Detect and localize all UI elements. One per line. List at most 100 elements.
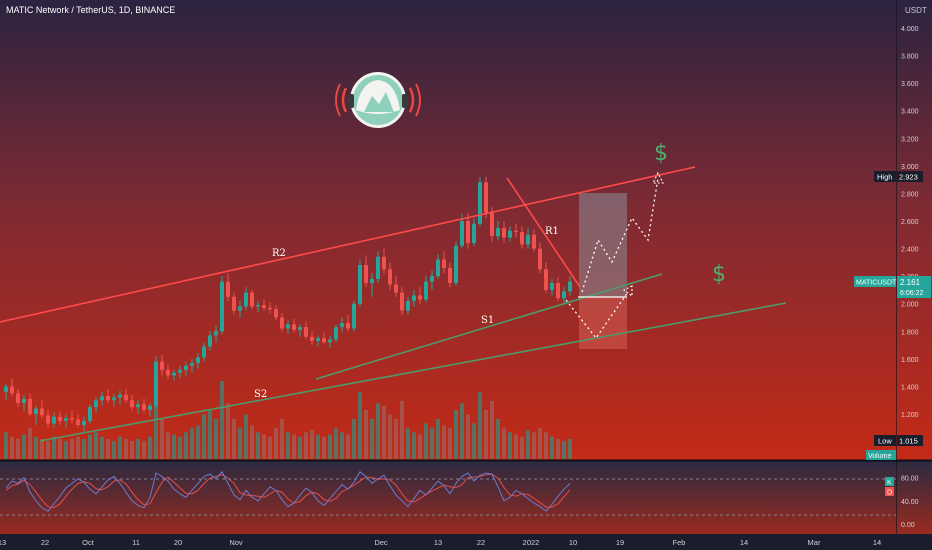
candle-body (334, 327, 338, 340)
r1-label: R1 (545, 226, 559, 237)
volume-bar (448, 427, 452, 459)
volume-bar (160, 418, 164, 459)
oscillator-axis[interactable]: 80.00 40.00 0.00 (901, 476, 919, 529)
volume-bar (358, 392, 362, 459)
dollar-sign-upper: $ (654, 141, 668, 166)
candle-body (418, 295, 422, 300)
d-tag-label: D (887, 490, 892, 497)
price-tick-label: 3.000 (901, 164, 919, 171)
candle-body (100, 396, 104, 401)
candle-body (340, 323, 344, 328)
volume-bar (538, 427, 542, 459)
candle-body (280, 317, 284, 329)
price-tick-label: 1.800 (901, 329, 919, 336)
volume-bar (376, 403, 380, 459)
price-tick-label: 4.000 (901, 26, 919, 33)
volume-bar (16, 438, 20, 459)
price-tick-label: 2.600 (901, 219, 919, 226)
candle-body (58, 416, 62, 421)
candle-body (472, 223, 476, 244)
oscillator-pane-background (0, 461, 932, 534)
candle-body (370, 278, 374, 284)
volume-bar (238, 427, 242, 459)
candle-body (160, 361, 164, 370)
candle-body (202, 346, 206, 358)
volume-bar (496, 418, 500, 459)
candle-body (328, 339, 332, 343)
volume-bar (400, 401, 404, 459)
s2-support-line (39, 302, 787, 442)
volume-bar (316, 434, 320, 459)
time-tick-label: 2022 (523, 538, 540, 547)
volume-bar (106, 438, 110, 459)
candle-body (274, 309, 278, 318)
candle-body (556, 283, 560, 299)
candle-body (118, 394, 122, 398)
symbol-title[interactable]: MATIC Network / TetherUS, 1D, BINANCE (6, 5, 175, 15)
time-tick-label: 11 (132, 538, 140, 547)
bullish-projection-path (581, 177, 659, 293)
astronaut-logo (335, 72, 421, 128)
price-tick-label: 3.800 (901, 54, 919, 61)
volume-bar (286, 432, 290, 459)
time-tick-label: 14 (873, 538, 881, 547)
volume-bar (346, 434, 350, 459)
candle-body (106, 396, 110, 401)
volume-bar (442, 425, 446, 459)
candle-body (10, 386, 14, 394)
volume-bar (262, 434, 266, 459)
candle-body (292, 324, 296, 330)
time-axis-background (0, 534, 932, 550)
price-tick-label: 1.200 (901, 412, 919, 419)
time-tick-label: 10 (569, 538, 577, 547)
volume-series (4, 381, 572, 459)
candle-body (502, 227, 506, 238)
volume-bar (112, 441, 116, 459)
price-tick-label: 2.800 (901, 191, 919, 198)
candle-body (310, 336, 314, 341)
volume-bar (58, 438, 62, 459)
r1-trendline (506, 177, 581, 288)
time-axis[interactable]: 13 22 Oct 11 20 Nov Dec 13 22 2022 10 19 Feb 14 Mar 14 (0, 538, 881, 547)
high-value: 2.923 (899, 173, 918, 182)
candle-body (514, 230, 518, 233)
volume-bar (532, 432, 536, 459)
candle-body (196, 357, 200, 363)
volume-bar (556, 438, 560, 459)
s1-support-line (315, 273, 663, 380)
volume-bar (298, 436, 302, 459)
candle-body (268, 307, 272, 310)
volume-bar (526, 430, 530, 459)
bearish-arrowhead (622, 285, 633, 298)
price-tick-label: 3.200 (901, 136, 919, 143)
volume-bar (232, 418, 236, 459)
candle-body (88, 407, 92, 421)
stochastic-series (5, 470, 571, 512)
time-tick-label: Oct (82, 538, 95, 547)
volume-bar (154, 392, 158, 459)
volume-bar (76, 436, 80, 459)
volume-bar (214, 418, 218, 459)
currency-label: USDT (905, 6, 927, 15)
volume-bar (454, 409, 458, 459)
candle-body (22, 398, 26, 403)
candle-body (562, 291, 566, 299)
time-tick-label: 13 (434, 538, 442, 547)
price-axis[interactable]: 4.000 3.800 3.600 3.400 3.200 3.000 2.800 2.600… (901, 26, 919, 419)
time-tick-label: 19 (616, 538, 624, 547)
candle-body (538, 248, 542, 270)
volume-bar (268, 436, 272, 459)
volume-bar (334, 427, 338, 459)
volume-bar (406, 427, 410, 459)
volume-bar (514, 434, 518, 459)
volume-bar (310, 430, 314, 459)
candle-series (4, 176, 572, 432)
candle-body (226, 281, 230, 297)
volume-bar (46, 441, 50, 459)
volume-bar (196, 425, 200, 459)
candle-body (394, 284, 398, 293)
volume-badge: Volume (866, 450, 896, 460)
candle-body (70, 418, 74, 420)
candle-body (82, 420, 86, 426)
